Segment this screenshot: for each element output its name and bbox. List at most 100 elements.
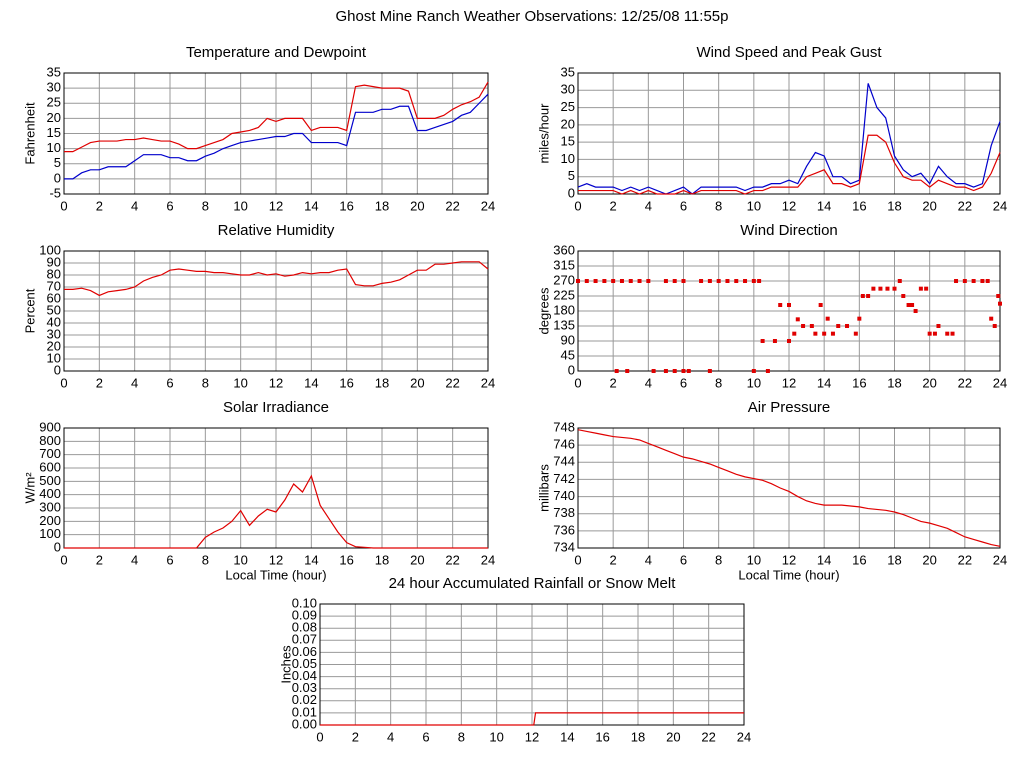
- y-tick-label: 100: [39, 526, 61, 541]
- y-tick-label: 90: [561, 332, 575, 347]
- series-line: [64, 474, 488, 549]
- point: [593, 279, 598, 283]
- point: [901, 294, 906, 298]
- point: [757, 279, 762, 283]
- point: [792, 331, 797, 336]
- y-tick-label: 10: [47, 140, 61, 155]
- point: [646, 279, 651, 283]
- x-tick-label: 0: [60, 375, 67, 390]
- point: [892, 286, 897, 291]
- point: [822, 331, 827, 336]
- point: [857, 316, 862, 321]
- y-tick-label: 20: [561, 116, 575, 131]
- point: [998, 301, 1002, 306]
- point: [996, 294, 1001, 298]
- y-tick-label: 15: [561, 134, 575, 149]
- x-tick-label: 20: [922, 375, 936, 390]
- y-axis-label: millibars: [536, 464, 551, 512]
- x-tick-label: 4: [131, 198, 138, 213]
- y-tick-label: 135: [553, 317, 575, 332]
- x-tick-label: 20: [922, 198, 936, 213]
- x-tick-label: 18: [375, 375, 389, 390]
- point: [971, 279, 976, 283]
- x-tick-label: 8: [202, 198, 209, 213]
- y-tick-label: 0: [54, 362, 61, 377]
- plot-frame: [577, 427, 1001, 549]
- point: [672, 369, 677, 373]
- y-tick-label: 30: [47, 80, 61, 95]
- x-tick-label: 12: [269, 375, 283, 390]
- chart-title: Wind Direction: [740, 222, 838, 239]
- x-tick-label: 6: [680, 375, 687, 390]
- x-tick-label: 24: [481, 375, 495, 390]
- x-tick-label: 14: [817, 375, 831, 390]
- x-tick-label: 2: [96, 552, 103, 567]
- y-tick-label: 35: [561, 64, 575, 79]
- point: [686, 369, 691, 373]
- y-tick-label: 225: [553, 287, 575, 302]
- point: [924, 286, 929, 291]
- y-tick-label: 315: [553, 257, 575, 272]
- y-tick-label: 30: [47, 326, 61, 341]
- point: [885, 286, 890, 291]
- point: [707, 369, 712, 373]
- chart-title: Wind Speed and Peak Gust: [696, 44, 882, 61]
- point: [772, 339, 777, 343]
- y-tick-label: 0: [54, 539, 61, 554]
- x-tick-label: 8: [715, 375, 722, 390]
- x-tick-label: 16: [852, 375, 866, 390]
- x-tick-label: 6: [680, 552, 687, 567]
- point: [751, 369, 756, 373]
- y-tick-label: 0.10: [292, 595, 317, 610]
- x-tick-label: 10: [747, 198, 761, 213]
- point: [743, 279, 748, 283]
- y-tick-label: 45: [561, 347, 575, 362]
- point: [637, 279, 642, 283]
- series-line: [64, 261, 489, 297]
- x-tick-label: 8: [715, 552, 722, 567]
- point: [625, 369, 630, 373]
- x-tick-label: 14: [560, 729, 574, 744]
- x-tick-label: 22: [445, 198, 459, 213]
- point: [853, 331, 858, 336]
- point: [614, 369, 619, 373]
- x-tick-label: 4: [645, 552, 652, 567]
- point: [878, 286, 883, 291]
- x-tick-label: 0: [574, 552, 581, 567]
- point: [866, 294, 871, 298]
- x-tick-label: 20: [410, 198, 424, 213]
- y-tick-label: 180: [553, 302, 575, 317]
- point: [787, 303, 791, 307]
- y-tick-label: 35: [47, 64, 61, 79]
- x-tick-label: 20: [666, 729, 680, 744]
- point: [910, 303, 915, 307]
- point: [989, 316, 994, 321]
- x-tick-label: 8: [202, 375, 209, 390]
- y-tick-label: 736: [553, 522, 575, 537]
- x-tick-label: 0: [574, 375, 581, 390]
- x-axis-label: Local Time (hour): [738, 567, 839, 582]
- point: [962, 279, 967, 283]
- x-tick-label: 2: [610, 552, 617, 567]
- plot-frame: [63, 427, 489, 549]
- y-tick-label: 0.07: [292, 632, 317, 647]
- x-tick-label: 14: [304, 375, 318, 390]
- y-tick-label: 734: [553, 539, 575, 554]
- x-tick-label: 18: [887, 375, 901, 390]
- x-tick-label: 4: [131, 552, 138, 567]
- y-axis-label: Inches: [278, 645, 293, 684]
- point: [778, 303, 783, 307]
- x-tick-label: 2: [96, 375, 103, 390]
- x-tick-label: 22: [445, 375, 459, 390]
- x-tick-label: 18: [375, 198, 389, 213]
- x-tick-label: 4: [387, 729, 394, 744]
- y-tick-label: 5: [568, 168, 575, 183]
- y-axis-label: W/m²: [22, 472, 37, 504]
- y-tick-label: 400: [39, 486, 61, 501]
- point: [628, 279, 633, 283]
- x-tick-label: 22: [958, 375, 972, 390]
- y-tick-label: 20: [47, 338, 61, 353]
- y-tick-label: 10: [47, 350, 61, 365]
- y-tick-label: 270: [553, 272, 575, 287]
- y-tick-label: 0.08: [292, 620, 317, 635]
